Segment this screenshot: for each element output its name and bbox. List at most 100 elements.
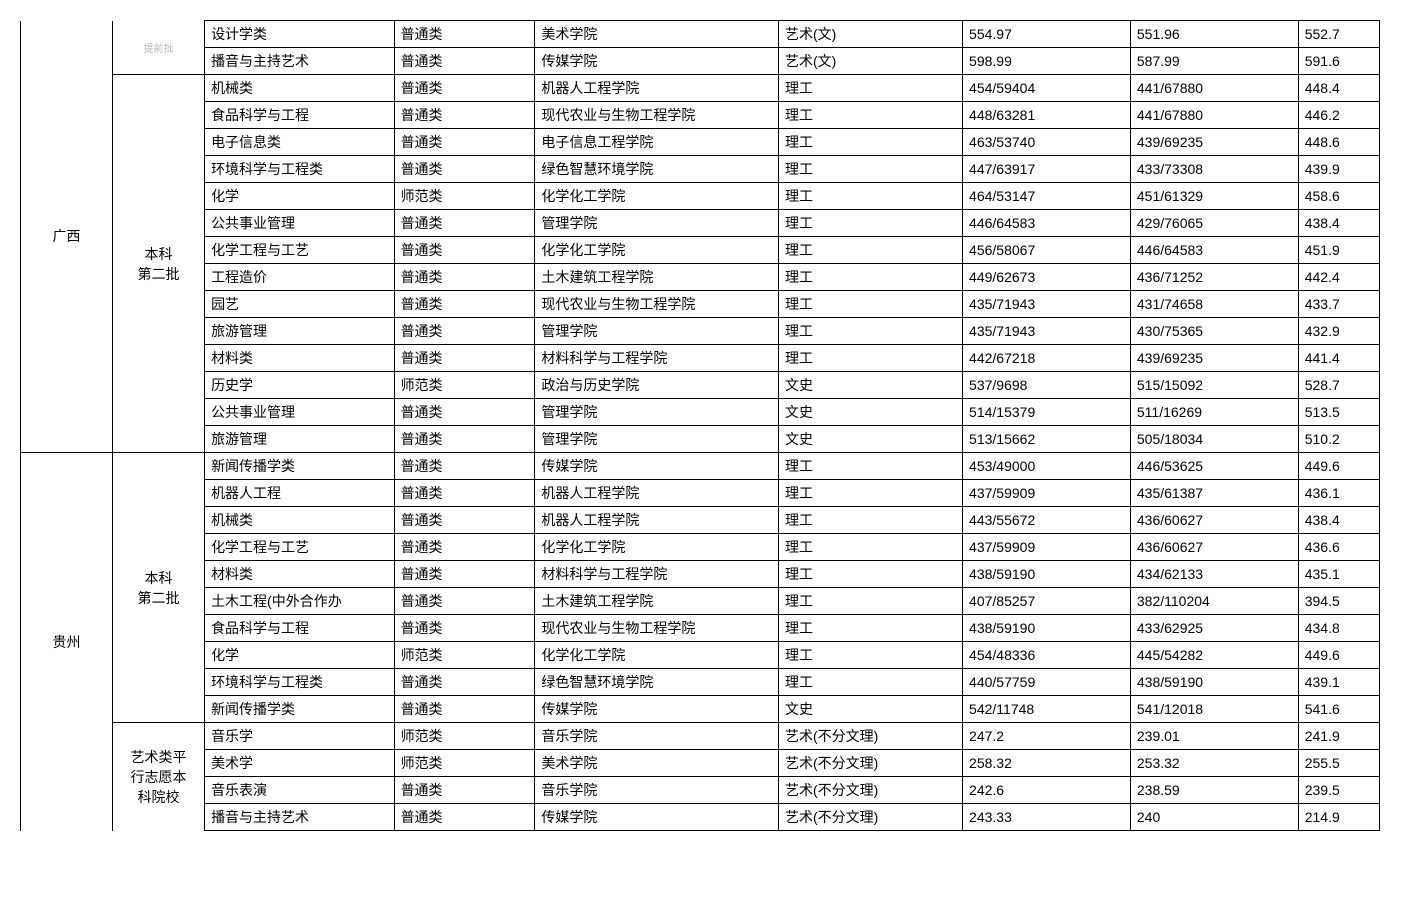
- score3-cell: 436.1: [1298, 480, 1379, 507]
- score3-cell: 438.4: [1298, 507, 1379, 534]
- type-cell: 师范类: [394, 750, 535, 777]
- table-row: 本科 第二批 机械类 普通类 机器人工程学院 理工 454/59404 441/…: [21, 75, 1380, 102]
- score1-cell: 247.2: [963, 723, 1131, 750]
- type-cell: 普通类: [394, 777, 535, 804]
- score1-cell: 437/59909: [963, 480, 1131, 507]
- category-cell: 理工: [778, 480, 962, 507]
- score2-cell: 433/62925: [1130, 615, 1298, 642]
- score1-cell: 513/15662: [963, 426, 1131, 453]
- score3-cell: 448.6: [1298, 129, 1379, 156]
- category-cell: 理工: [778, 615, 962, 642]
- score3-cell: 528.7: [1298, 372, 1379, 399]
- score3-cell: 442.4: [1298, 264, 1379, 291]
- table-row: 机器人工程 普通类 机器人工程学院 理工 437/59909 435/61387…: [21, 480, 1380, 507]
- admissions-table: 广西 提前批 设计学类 普通类 美术学院 艺术(文) 554.97 551.96…: [20, 20, 1380, 831]
- score2-cell: 429/76065: [1130, 210, 1298, 237]
- score2-cell: 441/67880: [1130, 102, 1298, 129]
- province-cell: 贵州: [21, 453, 113, 831]
- major-cell: 化学: [205, 183, 395, 210]
- score3-cell: 446.2: [1298, 102, 1379, 129]
- score3-cell: 432.9: [1298, 318, 1379, 345]
- score3-cell: 241.9: [1298, 723, 1379, 750]
- type-cell: 普通类: [394, 48, 535, 75]
- score3-cell: 591.6: [1298, 48, 1379, 75]
- school-cell: 机器人工程学院: [535, 507, 779, 534]
- category-cell: 理工: [778, 156, 962, 183]
- table-row: 材料类 普通类 材料科学与工程学院 理工 438/59190 434/62133…: [21, 561, 1380, 588]
- score3-cell: 510.2: [1298, 426, 1379, 453]
- score1-cell: 454/48336: [963, 642, 1131, 669]
- type-cell: 普通类: [394, 588, 535, 615]
- type-cell: 普通类: [394, 102, 535, 129]
- score1-cell: 537/9698: [963, 372, 1131, 399]
- table-row: 食品科学与工程 普通类 现代农业与生物工程学院 理工 448/63281 441…: [21, 102, 1380, 129]
- score2-cell: 505/18034: [1130, 426, 1298, 453]
- table-row: 食品科学与工程 普通类 现代农业与生物工程学院 理工 438/59190 433…: [21, 615, 1380, 642]
- province-cell: 广西: [21, 21, 113, 453]
- school-cell: 音乐学院: [535, 723, 779, 750]
- category-cell: 理工: [778, 669, 962, 696]
- major-cell: 食品科学与工程: [205, 615, 395, 642]
- school-cell: 音乐学院: [535, 777, 779, 804]
- category-cell: 理工: [778, 291, 962, 318]
- score3-cell: 438.4: [1298, 210, 1379, 237]
- category-cell: 理工: [778, 183, 962, 210]
- score2-cell: 551.96: [1130, 21, 1298, 48]
- score2-cell: 431/74658: [1130, 291, 1298, 318]
- score2-cell: 239.01: [1130, 723, 1298, 750]
- type-cell: 普通类: [394, 696, 535, 723]
- score3-cell: 448.4: [1298, 75, 1379, 102]
- score1-cell: 554.97: [963, 21, 1131, 48]
- table-row: 播音与主持艺术 普通类 传媒学院 艺术(文) 598.99 587.99 591…: [21, 48, 1380, 75]
- major-cell: 公共事业管理: [205, 399, 395, 426]
- score1-cell: 456/58067: [963, 237, 1131, 264]
- score2-cell: 446/53625: [1130, 453, 1298, 480]
- score1-cell: 258.32: [963, 750, 1131, 777]
- table-row: 贵州 本科 第二批 新闻传播学类 普通类 传媒学院 理工 453/49000 4…: [21, 453, 1380, 480]
- score1-cell: 435/71943: [963, 318, 1131, 345]
- table-row: 音乐表演 普通类 音乐学院 艺术(不分文理) 242.6 238.59 239.…: [21, 777, 1380, 804]
- score3-cell: 214.9: [1298, 804, 1379, 831]
- type-cell: 普通类: [394, 426, 535, 453]
- score1-cell: 454/59404: [963, 75, 1131, 102]
- score3-cell: 435.1: [1298, 561, 1379, 588]
- score3-cell: 449.6: [1298, 453, 1379, 480]
- school-cell: 传媒学院: [535, 696, 779, 723]
- category-cell: 理工: [778, 534, 962, 561]
- category-cell: 理工: [778, 129, 962, 156]
- score1-cell: 447/63917: [963, 156, 1131, 183]
- table-row: 土木工程(中外合作办 普通类 土木建筑工程学院 理工 407/85257 382…: [21, 588, 1380, 615]
- table-row: 历史学 师范类 政治与历史学院 文史 537/9698 515/15092 52…: [21, 372, 1380, 399]
- batch-cell: 艺术类平 行志愿本 科院校: [113, 723, 205, 831]
- school-cell: 土木建筑工程学院: [535, 264, 779, 291]
- major-cell: 土木工程(中外合作办: [205, 588, 395, 615]
- batch-cell: 本科 第二批: [113, 453, 205, 723]
- school-cell: 管理学院: [535, 318, 779, 345]
- school-cell: 材料科学与工程学院: [535, 561, 779, 588]
- type-cell: 普通类: [394, 804, 535, 831]
- major-cell: 化学工程与工艺: [205, 534, 395, 561]
- category-cell: 文史: [778, 399, 962, 426]
- category-cell: 理工: [778, 102, 962, 129]
- type-cell: 普通类: [394, 399, 535, 426]
- school-cell: 电子信息工程学院: [535, 129, 779, 156]
- category-cell: 理工: [778, 561, 962, 588]
- table-row: 环境科学与工程类 普通类 绿色智慧环境学院 理工 440/57759 438/5…: [21, 669, 1380, 696]
- type-cell: 普通类: [394, 507, 535, 534]
- score1-cell: 435/71943: [963, 291, 1131, 318]
- score2-cell: 382/110204: [1130, 588, 1298, 615]
- major-cell: 化学工程与工艺: [205, 237, 395, 264]
- score3-cell: 239.5: [1298, 777, 1379, 804]
- score2-cell: 253.32: [1130, 750, 1298, 777]
- school-cell: 现代农业与生物工程学院: [535, 102, 779, 129]
- score1-cell: 407/85257: [963, 588, 1131, 615]
- category-cell: 理工: [778, 453, 962, 480]
- table-row: 美术学 师范类 美术学院 艺术(不分文理) 258.32 253.32 255.…: [21, 750, 1380, 777]
- school-cell: 化学化工学院: [535, 183, 779, 210]
- school-cell: 绿色智慧环境学院: [535, 669, 779, 696]
- category-cell: 艺术(不分文理): [778, 777, 962, 804]
- category-cell: 理工: [778, 318, 962, 345]
- table-row: 化学 师范类 化学化工学院 理工 464/53147 451/61329 458…: [21, 183, 1380, 210]
- score3-cell: 513.5: [1298, 399, 1379, 426]
- category-cell: 理工: [778, 507, 962, 534]
